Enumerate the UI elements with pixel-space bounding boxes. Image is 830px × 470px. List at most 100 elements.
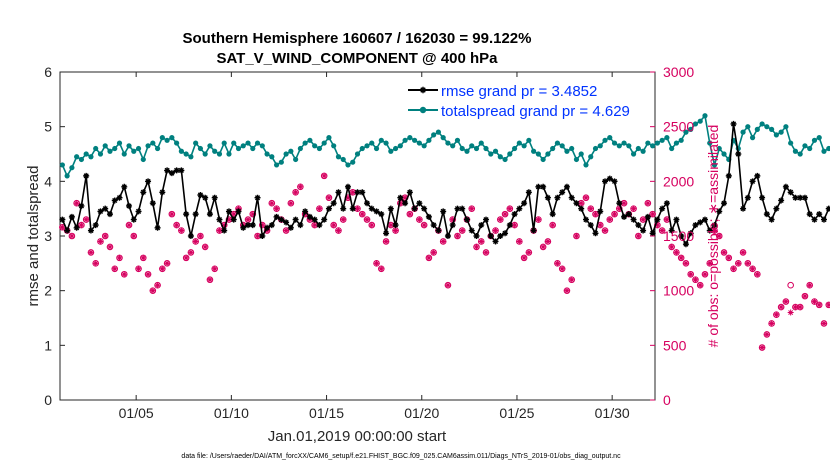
spread-point: [131, 148, 137, 154]
y-tick-label-left: 5: [44, 119, 52, 135]
legend-spread-marker: [419, 106, 427, 114]
spread-point: [288, 148, 294, 154]
obs-assimilated-point: [159, 265, 166, 272]
spread-point: [483, 145, 489, 152]
obs-assimilated-point: [354, 205, 361, 212]
x-tick-label: 01/20: [404, 405, 439, 421]
obs-assimilated-point: [183, 254, 190, 261]
obs-assimilated-point: [373, 260, 380, 267]
rmse-point: [216, 216, 223, 223]
spread-point: [183, 151, 189, 157]
obs-assimilated-point: [754, 271, 761, 278]
obs-assimilated-point: [168, 211, 175, 218]
obs-assimilated-point: [245, 216, 252, 223]
x-tick-label: 01/05: [119, 405, 154, 421]
rmse-point: [568, 194, 575, 201]
obs-assimilated-point: [473, 243, 480, 250]
obs-assimilated-point: [563, 287, 570, 294]
obs-assimilated-point: [316, 205, 323, 212]
obs-assimilated-point: [340, 216, 347, 223]
rmse-point: [78, 202, 85, 209]
spread-point: [169, 135, 175, 141]
spread-point: [435, 129, 442, 135]
obs-assimilated-point: [630, 205, 637, 212]
rmse-point: [344, 183, 351, 190]
rmse-point: [140, 189, 147, 196]
obs-assimilated-point: [349, 189, 356, 196]
rmse-point: [273, 213, 280, 220]
obs-assimilated-point: [102, 233, 109, 239]
obs-assimilated-point: [149, 287, 156, 294]
spread-point: [102, 143, 108, 149]
spread-point: [407, 135, 413, 141]
obs-assimilated-point: [126, 222, 133, 229]
spread-point: [388, 148, 394, 154]
rmse-point: [535, 183, 542, 190]
rmse-point: [335, 189, 342, 196]
spread-point: [630, 151, 637, 157]
obs-assimilated-point: [287, 200, 294, 207]
spread-point: [264, 151, 270, 157]
spread-point: [807, 145, 813, 152]
spread-point: [459, 145, 465, 152]
spread-point: [550, 145, 556, 152]
spread-point: [711, 162, 718, 168]
obs-assimilated-point: [325, 194, 332, 201]
obs-assimilated-point: [806, 282, 813, 289]
spread-point: [431, 132, 437, 138]
obs-assimilated-point: [763, 331, 770, 338]
y-tick-label-right: 500: [663, 337, 687, 353]
rmse-point: [759, 194, 766, 201]
spread-point: [259, 143, 265, 149]
obs-assimilated-point: [368, 222, 375, 229]
rmse-point: [483, 216, 490, 223]
y-tick-label-right: 1000: [663, 283, 694, 299]
rmse-point: [130, 216, 137, 223]
spread-point: [702, 113, 708, 119]
rmse-point: [164, 167, 171, 174]
obs-assimilated-point: [768, 320, 775, 327]
rmse-point: [387, 205, 394, 212]
spread-point: [250, 145, 256, 152]
obs-assimilated-point: [173, 222, 180, 229]
obs-assimilated-point: [535, 216, 542, 223]
x-tick-label: 01/15: [309, 405, 344, 421]
spread-point: [140, 156, 146, 163]
spread-point: [816, 135, 822, 141]
obs-assimilated-point: [216, 227, 223, 234]
spread-point: [469, 143, 475, 149]
spread-point: [150, 140, 156, 146]
spread-point: [626, 143, 632, 149]
obs-assimilated-point: [249, 211, 256, 218]
obs-assimilated-point: [706, 260, 713, 267]
rmse-point: [297, 222, 304, 229]
obs-assimilated-point: [825, 301, 830, 308]
rmse-point: [602, 178, 609, 185]
legend: rmse grand pr = 3.4852 totalspread grand…: [408, 83, 630, 120]
y-tick-label-left: 0: [44, 392, 52, 408]
rmse-point: [516, 205, 523, 212]
legend-rmse-marker: [419, 86, 427, 94]
spread-point: [269, 154, 275, 160]
spread-point: [769, 126, 775, 132]
chart-title: Southern Hemisphere 160607 / 162030 = 99…: [183, 30, 532, 47]
spread-point: [302, 140, 308, 146]
spread-point: [345, 162, 351, 168]
obs-assimilated-point: [735, 260, 742, 267]
obs-assimilated-point: [406, 211, 413, 218]
rmse-point: [592, 230, 599, 237]
obs-assimilated-point: [820, 320, 827, 327]
spread-point: [502, 156, 508, 163]
obs-assimilated-point: [230, 211, 237, 218]
obs-assimilated-point: [178, 227, 185, 234]
rmse-point: [554, 194, 561, 201]
obs-assimilated-point: [587, 205, 594, 212]
rmse-point: [316, 222, 323, 229]
obs-assimilated-point: [721, 249, 728, 256]
spread-point: [78, 156, 85, 163]
obs-assimilated-point: [654, 222, 661, 229]
spread-point: [759, 121, 765, 127]
y-tick-label-left: 1: [44, 337, 52, 353]
obs-assimilated-point: [449, 216, 456, 223]
obs-assimilated-point: [759, 344, 766, 351]
